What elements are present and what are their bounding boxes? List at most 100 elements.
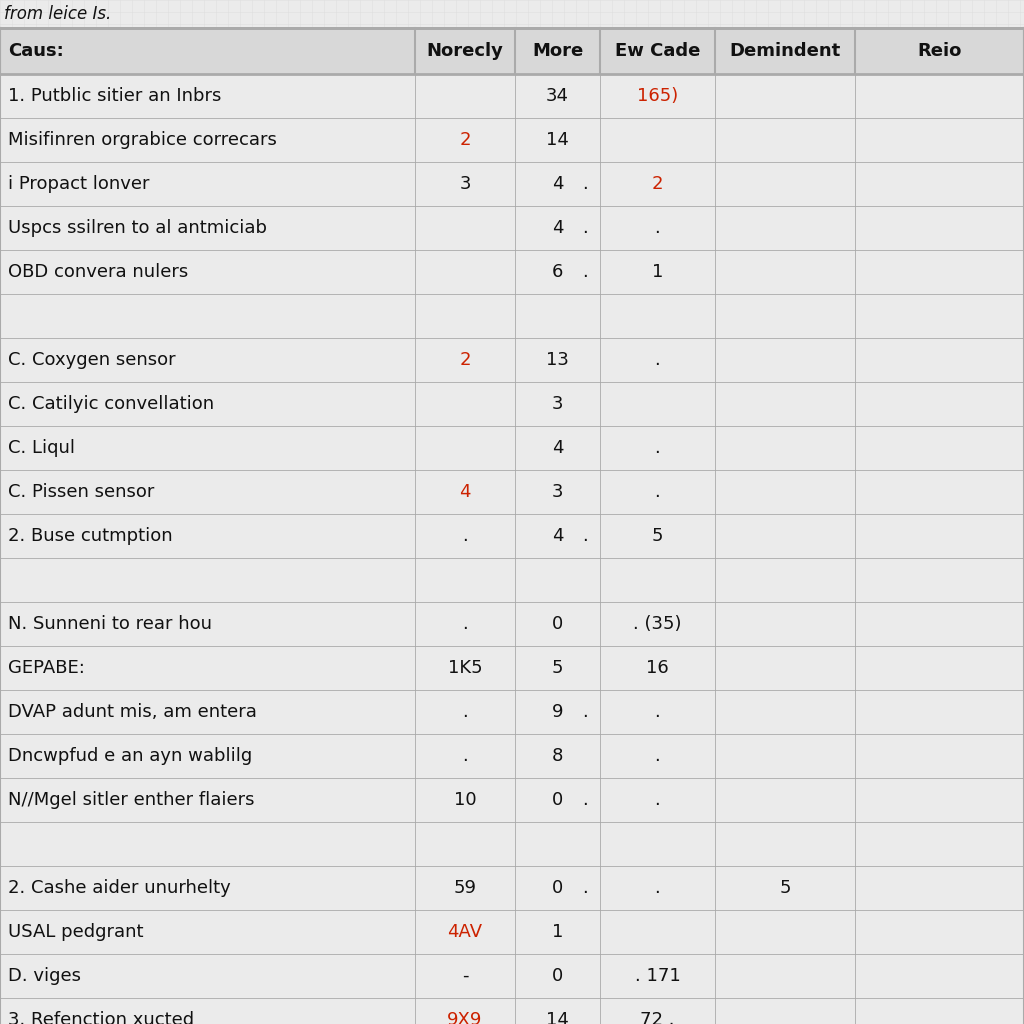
Bar [0, 954, 1024, 998]
Text: 2. Buse cutmption: 2. Buse cutmption [8, 527, 173, 545]
Text: C. Pissen sensor: C. Pissen sensor [8, 483, 155, 501]
Bar [0, 250, 1024, 294]
Text: More: More [531, 42, 583, 60]
Text: 3: 3 [459, 175, 471, 193]
Text: 72 .: 72 . [640, 1011, 675, 1024]
Text: C. Liqul: C. Liqul [8, 439, 75, 457]
Text: Caus:: Caus: [8, 42, 63, 60]
Bar [0, 206, 1024, 250]
Text: 9X9: 9X9 [447, 1011, 482, 1024]
Text: -: - [462, 967, 468, 985]
Text: 2: 2 [651, 175, 664, 193]
Bar [0, 338, 1024, 382]
Text: 10: 10 [454, 791, 476, 809]
Text: .: . [582, 791, 588, 809]
Text: 5: 5 [552, 659, 563, 677]
Text: 4: 4 [552, 219, 563, 237]
Text: 0: 0 [552, 615, 563, 633]
Text: 1: 1 [552, 923, 563, 941]
Text: 3: 3 [552, 483, 563, 501]
Text: .: . [462, 527, 468, 545]
Bar [0, 734, 1024, 778]
Text: .: . [582, 703, 588, 721]
Text: 1K5: 1K5 [447, 659, 482, 677]
Text: 4: 4 [552, 439, 563, 457]
Text: from leice Is.: from leice Is. [4, 5, 112, 23]
Bar [0, 778, 1024, 822]
Text: USAL pedgrant: USAL pedgrant [8, 923, 143, 941]
Text: GEPABE:: GEPABE: [8, 659, 85, 677]
Bar [0, 470, 1024, 514]
Text: N//Mgel sitler enther flaiers: N//Mgel sitler enther flaiers [8, 791, 255, 809]
Text: .: . [654, 351, 660, 369]
Text: N. Sunneni to rear hou: N. Sunneni to rear hou [8, 615, 212, 633]
Text: .: . [654, 746, 660, 765]
Text: 4: 4 [552, 175, 563, 193]
Text: 2: 2 [459, 131, 471, 150]
Text: 5: 5 [651, 527, 664, 545]
Bar [0, 426, 1024, 470]
Text: Demindent: Demindent [729, 42, 841, 60]
Text: Uspcs ssilren to al antmiciab: Uspcs ssilren to al antmiciab [8, 219, 267, 237]
Text: .: . [654, 483, 660, 501]
Text: 4: 4 [552, 527, 563, 545]
Text: 3. Refenction xucted: 3. Refenction xucted [8, 1011, 195, 1024]
Text: . 171: . 171 [635, 967, 680, 985]
Bar [0, 646, 1024, 690]
Text: 0: 0 [552, 791, 563, 809]
Text: .: . [582, 263, 588, 281]
Bar [0, 294, 1024, 338]
Bar [0, 822, 1024, 866]
Text: .: . [582, 219, 588, 237]
Text: .: . [462, 746, 468, 765]
Text: C. Coxygen sensor: C. Coxygen sensor [8, 351, 176, 369]
Text: 4: 4 [459, 483, 471, 501]
Text: .: . [654, 791, 660, 809]
Text: Norecly: Norecly [427, 42, 504, 60]
Bar [0, 910, 1024, 954]
Text: Reio: Reio [918, 42, 962, 60]
Text: .: . [582, 527, 588, 545]
Text: .: . [582, 879, 588, 897]
Text: .: . [654, 703, 660, 721]
Text: 1: 1 [652, 263, 664, 281]
Text: 2: 2 [459, 351, 471, 369]
Bar [0, 558, 1024, 602]
Text: 34: 34 [546, 87, 569, 105]
Text: .: . [654, 219, 660, 237]
Text: 3: 3 [552, 395, 563, 413]
Text: .: . [582, 175, 588, 193]
Text: .: . [654, 879, 660, 897]
Text: 14: 14 [546, 1011, 569, 1024]
Text: 0: 0 [552, 967, 563, 985]
Text: .: . [654, 439, 660, 457]
Text: C. Catilyic convellation: C. Catilyic convellation [8, 395, 214, 413]
Text: 8: 8 [552, 746, 563, 765]
Bar [0, 690, 1024, 734]
Text: 9: 9 [552, 703, 563, 721]
Text: 6: 6 [552, 263, 563, 281]
Text: 2. Cashe aider unurhelty: 2. Cashe aider unurhelty [8, 879, 230, 897]
Text: i Propact lonver: i Propact lonver [8, 175, 150, 193]
Text: .: . [462, 615, 468, 633]
Text: 59: 59 [454, 879, 476, 897]
Bar [0, 28, 1024, 74]
Bar [0, 162, 1024, 206]
Text: Dncwpfud e an ayn wablilg: Dncwpfud e an ayn wablilg [8, 746, 252, 765]
Text: 0: 0 [552, 879, 563, 897]
Bar [0, 382, 1024, 426]
Bar [0, 602, 1024, 646]
Text: OBD convera nulers: OBD convera nulers [8, 263, 188, 281]
Text: DVAP adunt mis, am entera: DVAP adunt mis, am entera [8, 703, 257, 721]
Text: 16: 16 [646, 659, 669, 677]
Text: 5: 5 [779, 879, 791, 897]
Text: 4AV: 4AV [447, 923, 482, 941]
Text: 165): 165) [637, 87, 678, 105]
Text: 14: 14 [546, 131, 569, 150]
Text: 13: 13 [546, 351, 569, 369]
Text: Misifinren orgrabice correcars: Misifinren orgrabice correcars [8, 131, 276, 150]
Bar [0, 514, 1024, 558]
Bar [0, 998, 1024, 1024]
Text: Ew Cade: Ew Cade [614, 42, 700, 60]
Bar [0, 74, 1024, 118]
